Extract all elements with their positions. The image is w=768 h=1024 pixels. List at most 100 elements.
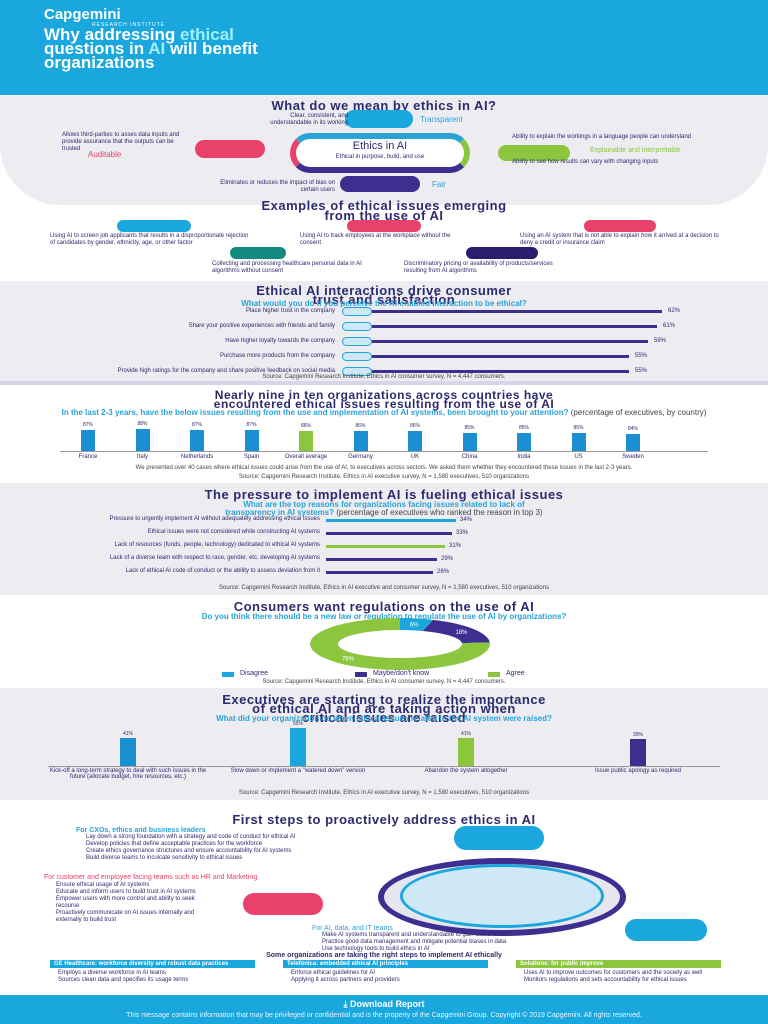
leader-icon	[454, 826, 544, 850]
country-label: UK	[410, 454, 420, 460]
countries-title-l2: encountered ethical issues resulting fro…	[213, 397, 555, 411]
country-label: US	[574, 454, 583, 460]
pressure-bar	[326, 519, 456, 522]
country-label: Spain	[243, 454, 260, 460]
country-bar	[299, 431, 313, 451]
example-3: Using an AI system that is not able to e…	[520, 233, 719, 246]
interaction-label: Purchase more products from the company	[219, 353, 335, 359]
title-l3: organizations	[44, 53, 155, 72]
it-item: Make AI systems transparent and understa…	[322, 932, 505, 938]
country-bar	[81, 430, 95, 451]
customer-head: For customer and employee facing teams s…	[44, 874, 258, 881]
leaders-item: Build diverse teams to inculcate sensiti…	[86, 855, 243, 861]
interaction-bar	[372, 340, 648, 343]
action-label: Issue public apology as required	[594, 768, 682, 774]
country-label: Germany	[348, 454, 373, 460]
ethics-center-sub: Ethical in purpose, build, and use	[335, 154, 425, 160]
interactions-title-l2: trust and satisfaction	[312, 292, 456, 307]
leaders-item: Create ethics governance structures and …	[86, 848, 292, 854]
customer-item: Proactively communicate on AI issues int…	[56, 910, 195, 923]
interaction-bar	[372, 370, 629, 373]
pressure-title: The pressure to implement AI is fueling …	[204, 487, 564, 502]
pressure-bar	[326, 571, 433, 574]
org-head-2: Telefónica: embedded ethical AI principl…	[283, 960, 488, 968]
download-label: Download Report	[349, 999, 425, 1009]
action-value: 39%	[632, 732, 643, 738]
country-bar	[135, 429, 150, 451]
interactions-title-l1: Ethical AI interactions drive consumer	[256, 283, 512, 298]
org-item: Monitors regulations and sets accountabi…	[524, 977, 687, 983]
interaction-icon	[342, 307, 372, 316]
orgs-title: Some organizations are taking the right …	[266, 952, 502, 959]
example-icon-5	[466, 247, 538, 259]
interaction-icon	[342, 322, 372, 331]
regulation-source: Source: Capgemini Research Institute, Et…	[262, 679, 506, 685]
pressure-label: Lack of ethical AI code of conduct or th…	[125, 568, 320, 574]
action-bar	[120, 738, 136, 766]
footer	[0, 995, 768, 1024]
countries-source: Source: Capgemini Research Institute, Et…	[238, 474, 530, 480]
interaction-label: Have higher loyalty towards the company	[225, 338, 335, 344]
example-icon-4	[230, 247, 286, 259]
pressure-question-tail: (percentage of executives who ranked the…	[336, 508, 543, 517]
donut-label: 18%	[455, 630, 468, 636]
ethics-title: What do we mean by ethics in AI?	[271, 98, 497, 113]
actions-title-l1: Executives are starting to realize the i…	[222, 692, 546, 707]
country-bar	[353, 431, 368, 451]
regulation-title: Consumers want regulations on the use of…	[233, 599, 535, 614]
country-bar	[462, 433, 477, 451]
it-list: Make AI systems transparent and understa…	[322, 932, 562, 953]
country-bar	[190, 430, 204, 451]
country-bar	[408, 431, 422, 451]
explainable-desc2: Ability to see how results can vary with…	[512, 159, 659, 165]
interaction-bar	[372, 310, 662, 313]
example-5: Discriminatory pricing or availability o…	[404, 261, 553, 274]
compass-face	[400, 864, 604, 928]
example-4: Collecting and processing healthcare per…	[212, 261, 362, 274]
interaction-label: Provide high ratings for the company and…	[117, 368, 335, 374]
countries-question: In the last 2-3 years, have the below is…	[40, 408, 728, 417]
interaction-bar	[372, 325, 657, 328]
donut-label: 6%	[410, 622, 419, 628]
auditable-desc: Allows third-parties to asses data input…	[62, 132, 180, 152]
customer-item: Empower users with more control and abil…	[56, 896, 195, 909]
team-icon	[243, 893, 323, 915]
interactions-question: What would you do if you perceive the AI…	[241, 299, 527, 308]
country-bar	[517, 433, 531, 451]
interactions-source: Source: Capgemini Research Institute, Et…	[262, 374, 506, 380]
country-value: 86%	[355, 423, 366, 429]
leaders-item: Develop policies that define acceptable …	[86, 841, 263, 847]
org-head-1: GE Healthcare: workforce diversity and r…	[50, 960, 255, 968]
pressure-value: 28%	[437, 569, 450, 575]
page-title: Why addressing ethical questions in AI w…	[44, 26, 604, 72]
pressure-question-a: What are the top reasons for organizatio…	[243, 500, 525, 509]
countries-note: We presented over 40 cases where ethical…	[135, 465, 633, 471]
country-value: 87%	[191, 422, 202, 428]
country-value: 87%	[82, 422, 93, 428]
download-report-button[interactable]: ⤓ Download Report	[314, 997, 454, 1011]
it-item: Practice good data management and mitiga…	[322, 939, 507, 945]
interaction-icon	[342, 352, 372, 361]
example-1: Using AI to screen job applicants that r…	[50, 233, 249, 246]
auditable-label: Auditable	[88, 150, 122, 159]
leaders-item: Lay down a strong foundation with a stra…	[86, 834, 296, 840]
org-list-2: Enforce ethical guidelines for AI Applyi…	[291, 970, 481, 984]
explainable-desc: Ability to explain the workings in a lan…	[512, 134, 692, 140]
download-icon: ⤓	[343, 999, 350, 1009]
customer-list: Ensure ethical usage of AI systems Educa…	[56, 882, 216, 924]
pressure-bar	[326, 545, 445, 548]
countries-section	[0, 381, 768, 482]
pressure-section	[0, 483, 768, 595]
pressure-source: Source: Capgemini Research Institute, Et…	[219, 585, 549, 591]
country-label: Overall average	[284, 454, 328, 460]
computer-icon	[625, 919, 707, 941]
leaders-list: Lay down a strong foundation with a stra…	[86, 834, 506, 862]
ethics-center: Ethics in AI	[352, 140, 408, 152]
brand-logo: Capgemini	[44, 6, 121, 23]
people-icon	[195, 140, 265, 158]
country-value: 86%	[409, 423, 420, 429]
pressure-question-b: transparency in AI systems?	[225, 508, 335, 517]
country-label: China	[461, 454, 478, 460]
pressure-label: Pressure to urgently implement AI withou…	[109, 516, 320, 522]
interaction-value: 61%	[663, 323, 676, 329]
